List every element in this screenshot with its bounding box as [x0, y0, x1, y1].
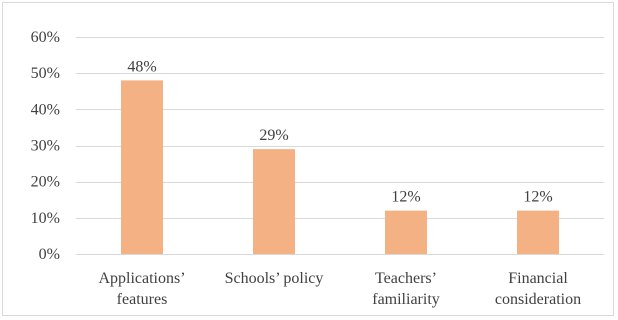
x-category-label-line: Schools’ policy	[225, 270, 324, 287]
y-axis-tick-labels: 0% 10% 20% 30% 40% 50% 60%	[31, 29, 60, 263]
data-labels: 48% 29% 12% 12%	[127, 58, 552, 205]
x-category-label: Teachers’ familiarity	[372, 270, 440, 308]
x-category-label-line: Financial	[508, 270, 568, 287]
x-category-label-line: consideration	[495, 291, 581, 308]
data-label: 12%	[523, 189, 552, 206]
data-label: 48%	[127, 58, 156, 75]
bar	[253, 149, 295, 254]
bar	[121, 80, 163, 255]
data-label: 12%	[391, 189, 420, 206]
x-category-label-line: familiarity	[372, 291, 440, 308]
y-tick-label: 10%	[31, 210, 60, 227]
x-category-label-line: features	[117, 291, 168, 308]
bar	[517, 210, 559, 254]
y-tick-label: 0%	[39, 246, 60, 263]
chart-frame	[2, 2, 614, 316]
y-tick-label: 40%	[31, 101, 60, 118]
bars	[121, 80, 559, 255]
y-tick-label: 20%	[31, 174, 60, 191]
gridlines	[76, 37, 604, 255]
x-category-label-line: Teachers’	[375, 270, 437, 287]
x-category-label: Applications’ features	[98, 270, 185, 308]
x-category-label-line: Applications’	[98, 270, 185, 287]
y-tick-label: 60%	[31, 29, 60, 46]
y-tick-label: 30%	[31, 138, 60, 155]
data-label: 29%	[259, 127, 288, 144]
y-tick-label: 50%	[31, 65, 60, 82]
x-category-label: Schools’ policy	[225, 270, 324, 287]
x-axis-category-labels: Applications’ features Schools’ policy Teac…	[98, 270, 581, 308]
bar	[385, 210, 427, 254]
x-category-label: Financial consideration	[495, 270, 581, 308]
